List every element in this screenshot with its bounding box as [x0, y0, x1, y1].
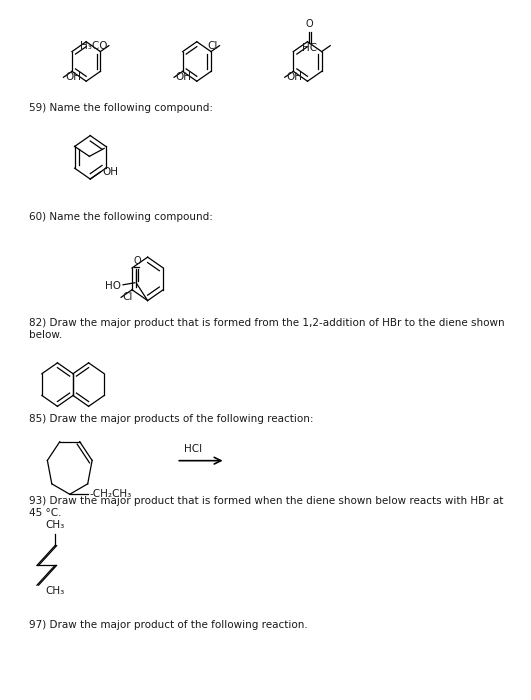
Text: below.: below. — [29, 330, 62, 340]
Text: HO: HO — [105, 281, 122, 290]
Text: Cl: Cl — [123, 293, 133, 302]
Text: -CH₂CH₃: -CH₂CH₃ — [89, 489, 132, 499]
Text: 97) Draw the major product of the following reaction.: 97) Draw the major product of the follow… — [29, 620, 307, 630]
Text: Cl: Cl — [208, 41, 218, 50]
Text: H₃CO: H₃CO — [80, 41, 107, 50]
Text: O: O — [133, 256, 141, 266]
Text: OH: OH — [286, 72, 303, 83]
Text: 93) Draw the major product that is formed when the diene shown below reacts with: 93) Draw the major product that is forme… — [29, 496, 503, 506]
Text: CH₃: CH₃ — [45, 586, 64, 596]
Text: HC: HC — [302, 43, 317, 52]
Text: 82) Draw the major product that is formed from the 1,2-addition of HBr to the di: 82) Draw the major product that is forme… — [29, 318, 504, 328]
Text: 59) Name the following compound:: 59) Name the following compound: — [29, 103, 213, 113]
Text: OH: OH — [65, 72, 81, 83]
Text: O: O — [305, 19, 313, 29]
Text: OH: OH — [102, 167, 118, 177]
Text: CH₃: CH₃ — [45, 520, 64, 530]
Text: OH: OH — [176, 72, 192, 83]
Text: 60) Name the following compound:: 60) Name the following compound: — [29, 211, 212, 222]
Text: 45 °C.: 45 °C. — [29, 508, 61, 518]
Text: 85) Draw the major products of the following reaction:: 85) Draw the major products of the follo… — [29, 414, 313, 424]
Text: HCl: HCl — [184, 444, 202, 454]
